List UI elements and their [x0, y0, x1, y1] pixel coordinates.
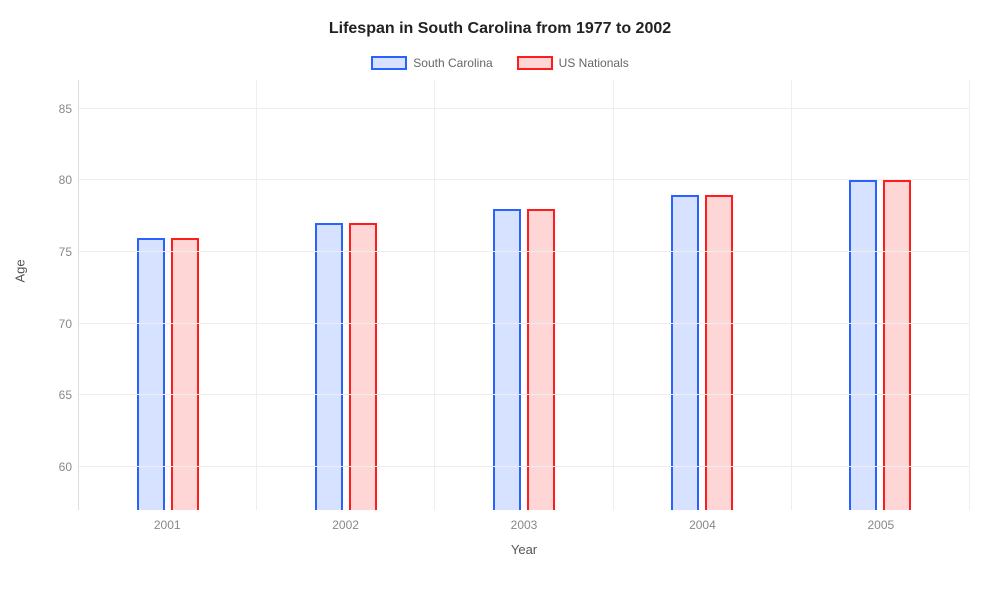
plot	[78, 80, 970, 510]
gridline	[79, 323, 970, 324]
y-tick: 65	[59, 388, 72, 402]
bar	[315, 223, 343, 510]
x-tick: 2001	[78, 518, 256, 532]
bar	[883, 180, 911, 510]
y-tick: 60	[59, 460, 72, 474]
y-tick: 75	[59, 245, 72, 259]
legend-swatch-series-1	[517, 56, 553, 70]
bar-group	[614, 80, 792, 510]
y-axis: 60 65 70 75 80 85	[30, 80, 78, 510]
y-tick: 85	[59, 102, 72, 116]
bar-group	[435, 80, 613, 510]
legend: South Carolina US Nationals	[30, 56, 970, 70]
bar	[705, 195, 733, 510]
x-tick: 2005	[792, 518, 970, 532]
bar	[171, 238, 199, 510]
bar-groups	[79, 80, 970, 510]
x-axis: 20012002200320042005	[78, 518, 970, 532]
chart-container: Lifespan in South Carolina from 1977 to …	[0, 0, 1000, 600]
x-tick: 2004	[613, 518, 791, 532]
x-tick: 2002	[256, 518, 434, 532]
y-tick: 70	[59, 317, 72, 331]
legend-label-series-0: South Carolina	[413, 56, 492, 70]
bar	[349, 223, 377, 510]
legend-item-series-1: US Nationals	[517, 56, 629, 70]
legend-swatch-series-0	[371, 56, 407, 70]
bar	[493, 209, 521, 510]
bar	[849, 180, 877, 510]
x-axis-label: Year	[78, 542, 970, 557]
gridline	[79, 179, 970, 180]
gridline	[79, 108, 970, 109]
gridline	[79, 466, 970, 467]
legend-item-series-0: South Carolina	[371, 56, 492, 70]
bar-group	[79, 80, 257, 510]
bar	[671, 195, 699, 510]
legend-label-series-1: US Nationals	[559, 56, 629, 70]
bar	[137, 238, 165, 510]
chart-title: Lifespan in South Carolina from 1977 to …	[30, 20, 970, 38]
gridline	[79, 251, 970, 252]
plot-area: Age 606570758085	[30, 80, 970, 510]
gridline	[79, 394, 970, 395]
bar-group	[792, 80, 970, 510]
y-tick: 80	[59, 173, 72, 187]
y-axis-label: Age	[13, 259, 28, 282]
x-tick: 2003	[435, 518, 613, 532]
bar	[527, 209, 555, 510]
bar-group	[257, 80, 435, 510]
